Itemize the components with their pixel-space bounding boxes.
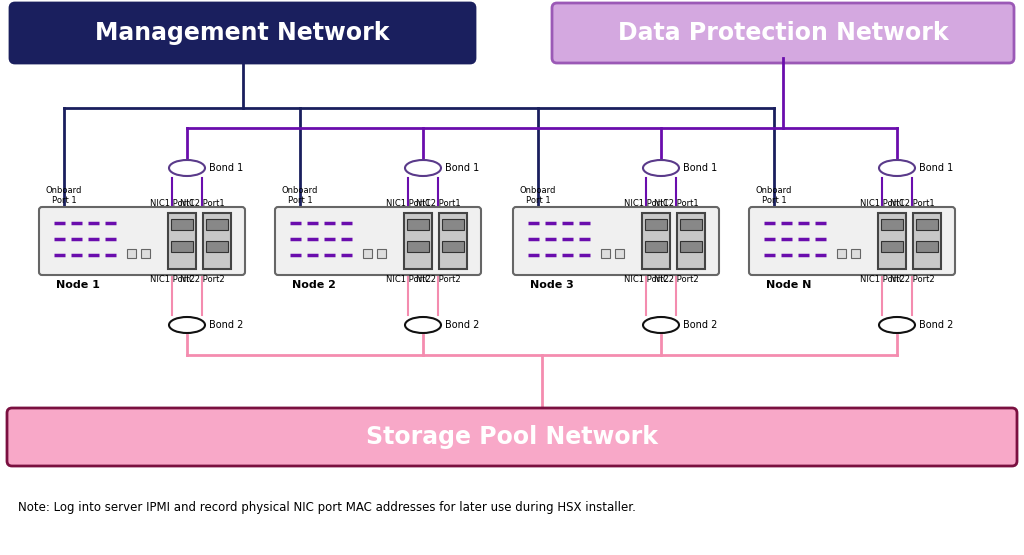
FancyBboxPatch shape <box>439 213 467 269</box>
Bar <box>881 219 903 230</box>
Text: Bond 2: Bond 2 <box>683 320 718 330</box>
Ellipse shape <box>406 317 441 333</box>
Text: NIC1 Port2: NIC1 Port2 <box>624 275 669 284</box>
Text: NIC2 Port2: NIC2 Port2 <box>890 275 934 284</box>
Text: Management Network: Management Network <box>95 21 390 45</box>
Ellipse shape <box>879 317 915 333</box>
Text: Node 3: Node 3 <box>530 280 573 290</box>
Text: NIC2 Port1: NIC2 Port1 <box>416 199 461 208</box>
Text: NIC1 Port1: NIC1 Port1 <box>150 199 195 208</box>
Bar <box>645 219 667 230</box>
Bar <box>916 241 938 252</box>
Text: Onboard
Port 1: Onboard Port 1 <box>520 185 556 205</box>
Bar <box>171 241 193 252</box>
Text: NIC1 Port1: NIC1 Port1 <box>386 199 430 208</box>
FancyBboxPatch shape <box>203 213 231 269</box>
Text: Node 2: Node 2 <box>292 280 336 290</box>
Ellipse shape <box>169 317 205 333</box>
Bar <box>442 241 464 252</box>
FancyBboxPatch shape <box>513 207 719 275</box>
Text: NIC2 Port2: NIC2 Port2 <box>179 275 224 284</box>
Bar <box>881 241 903 252</box>
Bar <box>141 249 150 258</box>
Text: Node 1: Node 1 <box>56 280 100 290</box>
Text: NIC2 Port1: NIC2 Port1 <box>890 199 934 208</box>
FancyBboxPatch shape <box>275 207 481 275</box>
FancyBboxPatch shape <box>7 408 1017 466</box>
FancyBboxPatch shape <box>642 213 670 269</box>
Ellipse shape <box>406 160 441 176</box>
Text: NIC1 Port2: NIC1 Port2 <box>386 275 430 284</box>
Bar <box>362 249 372 258</box>
Bar <box>206 241 228 252</box>
Text: Onboard
Port 1: Onboard Port 1 <box>46 185 82 205</box>
Bar <box>206 219 228 230</box>
Text: Note: Log into server IPMI and record physical NIC port MAC addresses for later : Note: Log into server IPMI and record ph… <box>18 502 636 514</box>
Bar <box>680 241 702 252</box>
Text: NIC2 Port2: NIC2 Port2 <box>653 275 698 284</box>
FancyBboxPatch shape <box>168 213 196 269</box>
Text: NIC1 Port2: NIC1 Port2 <box>860 275 904 284</box>
Bar <box>171 219 193 230</box>
FancyBboxPatch shape <box>913 213 941 269</box>
Text: Bond 2: Bond 2 <box>209 320 244 330</box>
Bar <box>601 249 610 258</box>
Text: Storage Pool Network: Storage Pool Network <box>366 425 658 449</box>
Text: Bond 1: Bond 1 <box>445 163 479 173</box>
Bar <box>377 249 386 258</box>
Text: Data Protection Network: Data Protection Network <box>617 21 948 45</box>
Ellipse shape <box>879 160 915 176</box>
FancyBboxPatch shape <box>552 3 1014 63</box>
Bar <box>407 219 429 230</box>
Text: NIC1 Port1: NIC1 Port1 <box>624 199 669 208</box>
Text: Node N: Node N <box>766 280 811 290</box>
FancyBboxPatch shape <box>878 213 906 269</box>
FancyBboxPatch shape <box>10 3 475 63</box>
Bar <box>407 241 429 252</box>
Text: NIC2 Port1: NIC2 Port1 <box>653 199 698 208</box>
Text: Onboard
Port 1: Onboard Port 1 <box>756 185 793 205</box>
Text: NIC1 Port2: NIC1 Port2 <box>150 275 195 284</box>
Text: Bond 2: Bond 2 <box>445 320 479 330</box>
Bar <box>680 219 702 230</box>
Text: Onboard
Port 1: Onboard Port 1 <box>282 185 318 205</box>
FancyBboxPatch shape <box>677 213 705 269</box>
Bar <box>916 219 938 230</box>
Text: NIC1 Port1: NIC1 Port1 <box>860 199 904 208</box>
Text: Bond 1: Bond 1 <box>209 163 244 173</box>
Text: Bond 1: Bond 1 <box>683 163 717 173</box>
FancyBboxPatch shape <box>39 207 245 275</box>
Text: Bond 2: Bond 2 <box>919 320 953 330</box>
Bar <box>615 249 624 258</box>
Text: NIC2 Port1: NIC2 Port1 <box>179 199 224 208</box>
FancyBboxPatch shape <box>749 207 955 275</box>
Text: NIC2 Port2: NIC2 Port2 <box>416 275 461 284</box>
Text: Bond 1: Bond 1 <box>919 163 953 173</box>
Bar <box>837 249 846 258</box>
Ellipse shape <box>643 317 679 333</box>
Bar <box>851 249 860 258</box>
FancyBboxPatch shape <box>404 213 432 269</box>
Bar <box>645 241 667 252</box>
Bar <box>127 249 136 258</box>
Bar <box>442 219 464 230</box>
Ellipse shape <box>169 160 205 176</box>
Ellipse shape <box>643 160 679 176</box>
